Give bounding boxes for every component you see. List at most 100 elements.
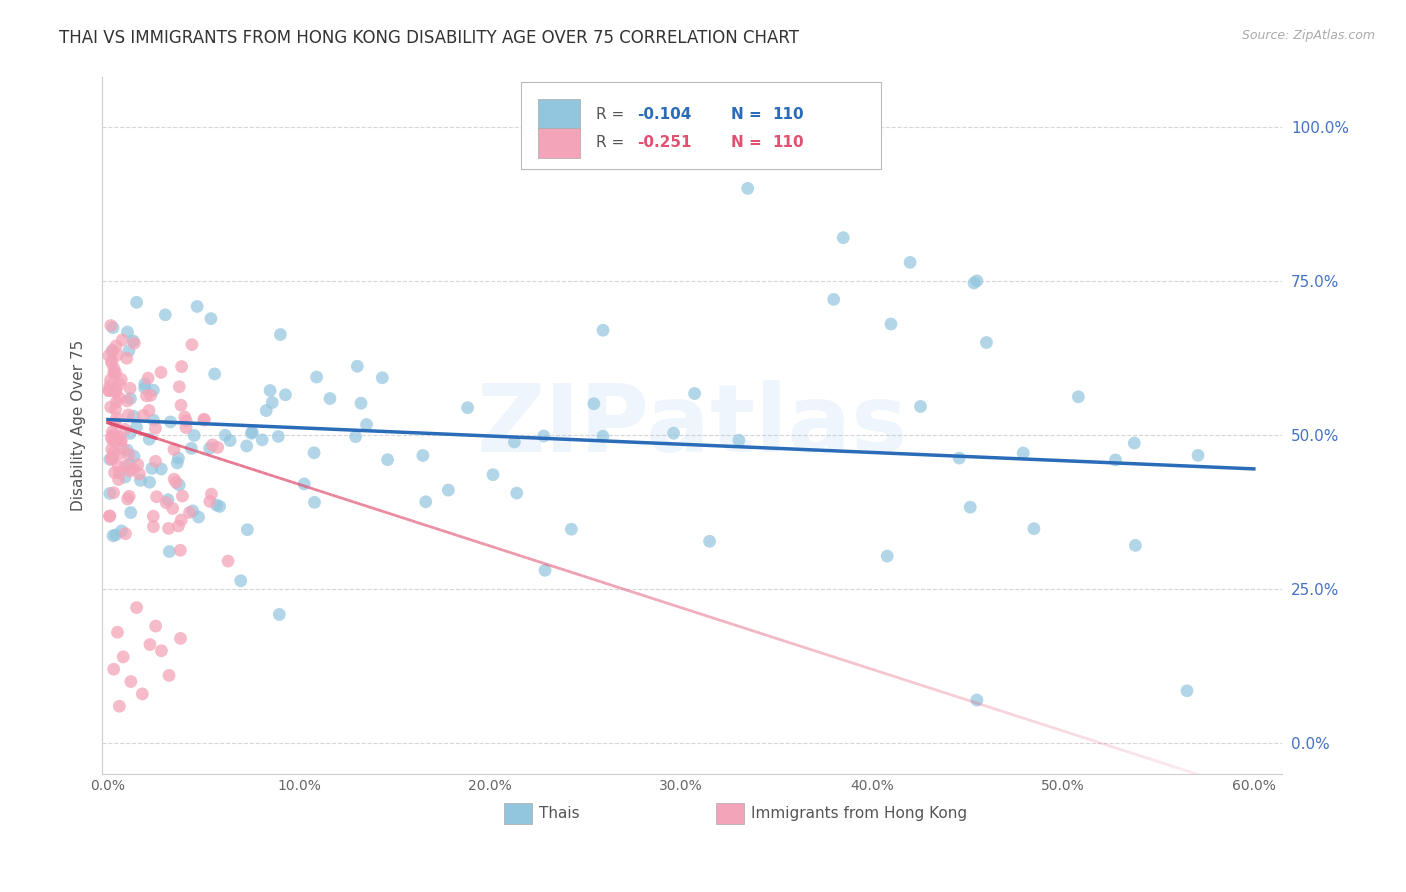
Point xyxy=(142,509,165,524)
Point xyxy=(205,498,228,512)
Point xyxy=(110,524,132,538)
Point xyxy=(125,600,148,615)
Y-axis label: Disability Age Over 75: Disability Age Over 75 xyxy=(72,340,86,511)
Point xyxy=(582,397,605,411)
Point xyxy=(976,335,998,350)
Point xyxy=(150,644,173,658)
Point xyxy=(118,448,141,462)
Point xyxy=(142,413,165,427)
Point xyxy=(122,450,145,464)
Point xyxy=(100,356,122,370)
Point xyxy=(200,311,222,326)
Point xyxy=(101,344,124,359)
Point xyxy=(254,403,277,417)
Point xyxy=(117,491,139,506)
Point xyxy=(173,410,195,425)
Point xyxy=(120,506,142,520)
Point xyxy=(125,295,148,310)
Point xyxy=(737,181,759,195)
Point xyxy=(120,426,142,441)
Point xyxy=(157,668,180,682)
Point xyxy=(159,415,181,429)
Point xyxy=(198,494,221,508)
Point xyxy=(560,522,582,536)
Text: ZIPatlas: ZIPatlas xyxy=(477,380,908,472)
Point xyxy=(269,607,291,622)
Point xyxy=(910,400,932,414)
Point xyxy=(350,396,373,410)
Point xyxy=(117,325,139,339)
Point xyxy=(136,371,159,385)
Point xyxy=(534,563,557,577)
Point xyxy=(100,442,122,457)
Point xyxy=(100,430,122,444)
Point xyxy=(898,255,921,269)
Point xyxy=(155,308,177,322)
Point xyxy=(179,505,201,519)
Point xyxy=(876,549,898,563)
Point xyxy=(128,467,150,481)
Point xyxy=(103,485,125,500)
Point xyxy=(174,420,197,434)
Point xyxy=(138,403,160,417)
Point xyxy=(319,392,342,406)
Point xyxy=(503,434,526,449)
Point xyxy=(104,384,127,399)
Point xyxy=(105,395,128,409)
Bar xyxy=(503,804,531,824)
Point xyxy=(122,462,145,476)
Point xyxy=(118,464,141,478)
Point xyxy=(165,475,187,490)
Point xyxy=(157,521,180,535)
Point xyxy=(110,434,132,448)
Point xyxy=(103,445,125,459)
Point xyxy=(100,452,122,467)
Text: Immigrants from Hong Kong: Immigrants from Hong Kong xyxy=(751,806,967,822)
Text: -0.251: -0.251 xyxy=(637,136,692,151)
Text: THAI VS IMMIGRANTS FROM HONG KONG DISABILITY AGE OVER 75 CORRELATION CHART: THAI VS IMMIGRANTS FROM HONG KONG DISABI… xyxy=(59,29,799,46)
Point xyxy=(170,513,193,527)
Point xyxy=(104,434,127,448)
Point xyxy=(117,443,139,458)
Point xyxy=(110,434,132,448)
Bar xyxy=(537,128,581,158)
Point xyxy=(104,416,127,430)
Point xyxy=(101,450,124,465)
Point xyxy=(97,384,120,398)
Point xyxy=(592,429,614,443)
Point xyxy=(150,365,173,379)
Point xyxy=(150,462,173,476)
Point xyxy=(167,451,190,466)
Point xyxy=(699,534,721,549)
Point xyxy=(114,422,136,436)
Point xyxy=(219,434,242,448)
Point xyxy=(377,452,399,467)
Point xyxy=(97,349,120,363)
Point xyxy=(122,409,145,424)
Point xyxy=(138,475,160,490)
Point xyxy=(533,429,555,443)
Point xyxy=(98,509,121,524)
Point xyxy=(506,486,529,500)
Point xyxy=(259,384,281,398)
Point xyxy=(186,300,208,314)
Point xyxy=(250,433,273,447)
Point xyxy=(1125,538,1147,552)
Text: R =: R = xyxy=(596,107,628,122)
Point xyxy=(155,495,177,509)
Point xyxy=(592,323,614,337)
Point xyxy=(217,554,239,568)
Point xyxy=(415,495,437,509)
Text: N =: N = xyxy=(731,107,768,122)
Point xyxy=(118,489,141,503)
Point xyxy=(823,293,845,307)
Point xyxy=(120,381,142,395)
Point xyxy=(437,483,460,497)
Point xyxy=(103,662,125,676)
Point xyxy=(110,372,132,386)
Point xyxy=(959,500,981,515)
Point xyxy=(1022,522,1045,536)
Point xyxy=(262,395,284,409)
Point xyxy=(107,625,129,640)
Point xyxy=(204,367,226,381)
